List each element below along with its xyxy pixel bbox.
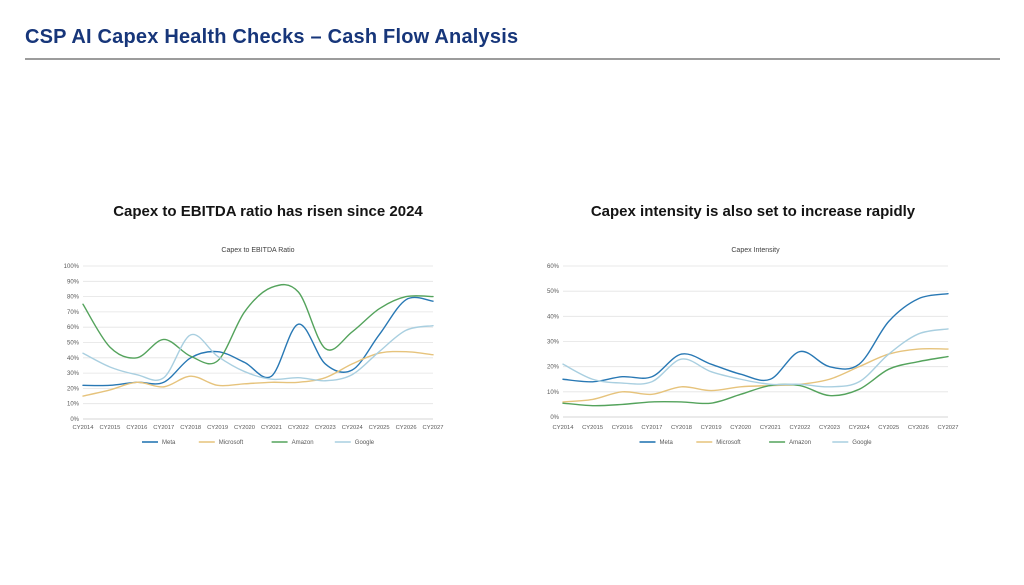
x-tick-label: CY2026 bbox=[908, 425, 929, 431]
x-tick-label: CY2023 bbox=[315, 425, 336, 431]
y-tick-label: 30% bbox=[67, 371, 80, 377]
x-tick-label: CY2020 bbox=[730, 425, 751, 431]
x-tick-label: CY2017 bbox=[153, 425, 174, 431]
title-divider bbox=[25, 58, 1000, 60]
x-tick-label: CY2024 bbox=[849, 425, 871, 431]
series-line-meta bbox=[82, 296, 434, 387]
y-tick-label: 50% bbox=[67, 341, 80, 347]
x-tick-label: CY2027 bbox=[423, 425, 444, 431]
x-tick-label: CY2021 bbox=[261, 425, 282, 431]
x-tick-label: CY2015 bbox=[582, 425, 603, 431]
series-line-amazon bbox=[82, 283, 434, 365]
x-tick-label: CY2016 bbox=[126, 425, 147, 431]
legend-label-meta: Meta bbox=[660, 440, 674, 446]
x-tick-label: CY2025 bbox=[878, 425, 899, 431]
y-tick-label: 0% bbox=[70, 417, 79, 423]
x-tick-label: CY2024 bbox=[342, 425, 364, 431]
y-tick-label: 10% bbox=[547, 390, 560, 396]
legend-label-meta: Meta bbox=[162, 440, 176, 446]
capex-ebitda-chart: Capex to EBITDA Ratio 0% 10% 20% 30% 40% 50% 60… bbox=[64, 247, 444, 446]
series-line-google bbox=[82, 324, 434, 382]
x-tick-label: CY2025 bbox=[369, 425, 390, 431]
y-tick-label: 40% bbox=[547, 314, 560, 320]
y-tick-label: 60% bbox=[67, 325, 80, 331]
x-tick-label: CY2019 bbox=[207, 425, 228, 431]
x-tick-label: CY2021 bbox=[760, 425, 781, 431]
legend-label-amazon: Amazon bbox=[789, 440, 811, 446]
legend-label-google: Google bbox=[355, 440, 375, 446]
x-tick-label: CY2022 bbox=[288, 425, 309, 431]
series-line-microsoft bbox=[562, 347, 949, 403]
y-tick-label: 100% bbox=[64, 264, 80, 270]
y-tick-label: 50% bbox=[547, 289, 560, 295]
y-tick-label: 80% bbox=[67, 295, 80, 301]
y-tick-label: 70% bbox=[67, 310, 80, 316]
x-tick-label: CY2027 bbox=[938, 425, 959, 431]
series-line-google bbox=[562, 328, 949, 388]
capex-ebitda-heading: Capex to EBITDA ratio has risen since 20… bbox=[113, 203, 423, 220]
x-tick-label: CY2016 bbox=[612, 425, 633, 431]
legend-label-microsoft: Microsoft bbox=[716, 440, 741, 446]
x-tick-label: CY2023 bbox=[819, 425, 840, 431]
x-tick-label: CY2020 bbox=[234, 425, 255, 431]
y-tick-label: 20% bbox=[547, 365, 560, 371]
x-tick-label: CY2018 bbox=[180, 425, 201, 431]
chart-title: Capex Intensity bbox=[731, 247, 780, 254]
chart-title: Capex to EBITDA Ratio bbox=[221, 247, 294, 254]
y-tick-label: 90% bbox=[67, 279, 80, 285]
x-tick-label: CY2014 bbox=[553, 425, 575, 431]
y-tick-label: 10% bbox=[67, 402, 80, 408]
y-tick-label: 20% bbox=[67, 386, 80, 392]
x-tick-label: CY2019 bbox=[701, 425, 722, 431]
y-tick-label: 30% bbox=[547, 340, 560, 346]
legend-label-google: Google bbox=[852, 440, 872, 446]
legend-label-microsoft: Microsoft bbox=[219, 440, 244, 446]
slide-title: CSP AI Capex Health Checks – Cash Flow A… bbox=[25, 26, 519, 48]
x-tick-label: CY2026 bbox=[396, 425, 417, 431]
x-tick-label: CY2017 bbox=[641, 425, 662, 431]
y-tick-label: 60% bbox=[547, 264, 560, 270]
legend-label-amazon: Amazon bbox=[292, 440, 314, 446]
series-line-meta bbox=[562, 292, 949, 383]
capex-ebitda-section: Capex to EBITDA ratio has risen since 20… bbox=[58, 202, 478, 454]
x-tick-label: CY2014 bbox=[73, 425, 95, 431]
x-tick-label: CY2018 bbox=[671, 425, 692, 431]
x-tick-label: CY2015 bbox=[99, 425, 120, 431]
y-tick-label: 40% bbox=[67, 356, 80, 362]
capex-intensity-chart: Capex Intensity 0% 10% 20% 30% 40% 50% 60% CY201… bbox=[547, 247, 959, 446]
y-tick-label: 0% bbox=[550, 415, 559, 421]
capex-intensity-heading: Capex intensity is also set to increase … bbox=[590, 203, 916, 220]
x-tick-label: CY2022 bbox=[789, 425, 810, 431]
capex-intensity-section: Capex intensity is also set to increase … bbox=[543, 202, 963, 454]
series-line-amazon bbox=[562, 355, 949, 407]
